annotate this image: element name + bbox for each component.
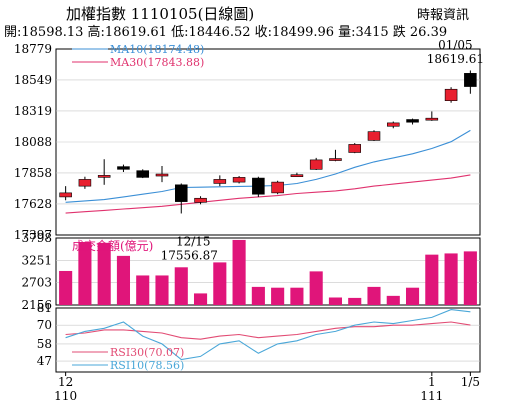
rsi-tick-label: 58 xyxy=(37,337,52,351)
volume-bar xyxy=(213,262,227,305)
volume-tick-label: 2703 xyxy=(21,276,52,290)
price-tick-label: 17858 xyxy=(14,166,52,180)
x-tick-year: 110 xyxy=(54,389,77,403)
price-legend: MA10(18174.48)MA30(17843.88) xyxy=(72,43,204,69)
legend-label: MA30(17843.88) xyxy=(110,56,204,69)
volume-bar xyxy=(78,241,92,305)
candle-body xyxy=(348,144,362,153)
candle-body xyxy=(329,158,342,161)
volume-bar xyxy=(425,254,439,305)
volume-bar xyxy=(444,253,458,305)
rsi-tick-label: 47 xyxy=(37,354,52,368)
volume-axis-ticks: 2156 2703 3251 3798 xyxy=(21,231,52,312)
candlestick-series xyxy=(59,70,477,214)
annotation-date: 01/05 xyxy=(438,38,473,52)
volume-bar xyxy=(174,267,188,305)
price-tick-label: 18319 xyxy=(14,104,52,118)
rsi30-line xyxy=(65,321,471,340)
candle-body xyxy=(213,179,227,184)
candle-body xyxy=(464,73,477,87)
chart-title: 加權指數 1110105(日線圖) xyxy=(66,5,254,23)
volume-bar xyxy=(136,275,150,305)
volume-bar xyxy=(232,239,246,305)
volume-bar xyxy=(328,297,343,305)
volume-bar xyxy=(405,287,420,305)
price-tick-label: 18088 xyxy=(14,135,52,149)
legend-label: RSI10(78.56) xyxy=(110,359,184,372)
rsi-tick-label: 70 xyxy=(37,318,52,332)
candle-body xyxy=(136,170,150,178)
candle-body xyxy=(309,159,323,170)
volume-bar xyxy=(309,271,323,305)
candle-body xyxy=(425,117,439,121)
volume-title: 成交金額(億元) xyxy=(72,238,153,253)
x-tick-label: 1 xyxy=(428,375,436,389)
volume-bar xyxy=(386,295,400,305)
source-label: 時報資訊 xyxy=(417,8,469,23)
candle-body xyxy=(386,122,400,127)
rsi-axis-ticks: 47 58 70 81 xyxy=(37,301,52,368)
volume-bar xyxy=(463,251,477,305)
rsi-lines xyxy=(65,309,471,361)
price-tick-label: 17628 xyxy=(14,197,52,211)
rsi-panel-border xyxy=(55,307,481,373)
volume-bars xyxy=(59,239,477,305)
x-tick-label: 1/5 xyxy=(461,375,480,389)
x-tick-label: 12 xyxy=(58,375,73,389)
volume-tick-label: 3798 xyxy=(21,231,52,245)
candle-body xyxy=(367,131,381,141)
legend-label: RSI30(70.07) xyxy=(110,346,184,359)
candle-body xyxy=(194,197,207,203)
candle-body xyxy=(174,184,188,202)
volume-tick-label: 2156 xyxy=(21,298,52,312)
candle-body xyxy=(155,173,169,177)
volume-bar xyxy=(251,286,265,305)
candle-body xyxy=(252,177,265,195)
ma30-line xyxy=(65,174,471,214)
x-tick-year: 111 xyxy=(420,389,443,403)
ohlc-summary: 開:18598.13 高:18619.61 低:18446.52 收:18499… xyxy=(4,24,447,40)
volume-bar xyxy=(348,297,362,305)
candle-body xyxy=(290,174,304,178)
candle-body xyxy=(78,179,92,187)
price-axis-ticks: 17397 17628 17858 18088 18319 18549 18779 xyxy=(14,42,52,242)
price-tick-label: 18549 xyxy=(14,73,52,87)
volume-bar xyxy=(116,255,131,305)
volume-bar xyxy=(367,286,381,305)
candle-body xyxy=(97,175,111,178)
candle-body xyxy=(59,192,72,198)
volume-bar xyxy=(155,275,169,305)
rsi-tick-label: 81 xyxy=(37,301,52,315)
volume-bar xyxy=(271,287,285,305)
candle-body xyxy=(117,166,130,170)
annotation-value: 18619.61 xyxy=(427,52,484,66)
ma10-line xyxy=(65,129,471,203)
volume-bar xyxy=(97,242,111,305)
volume-panel-border xyxy=(55,237,481,306)
price-tick-label: 18779 xyxy=(14,42,52,56)
volume-bar xyxy=(59,270,73,305)
price-tick-label: 17397 xyxy=(14,228,52,242)
volume-bar xyxy=(290,287,304,305)
volume-bar xyxy=(193,293,208,305)
price-gridlines xyxy=(56,79,480,205)
annotation-value: 17556.87 xyxy=(161,248,218,262)
candle-body xyxy=(271,181,284,194)
annotation-date: 12/15 xyxy=(176,234,211,248)
volume-tick-label: 3251 xyxy=(21,253,52,267)
candle-body xyxy=(406,119,419,123)
candle-body xyxy=(444,88,458,101)
rsi10-line xyxy=(65,309,471,361)
rsi-legend: RSI30(70.07)RSI10(78.56) xyxy=(72,346,184,372)
candle-body xyxy=(232,177,246,183)
legend-label: MA10(18174.48) xyxy=(110,43,204,56)
moving-average-lines xyxy=(65,129,471,214)
